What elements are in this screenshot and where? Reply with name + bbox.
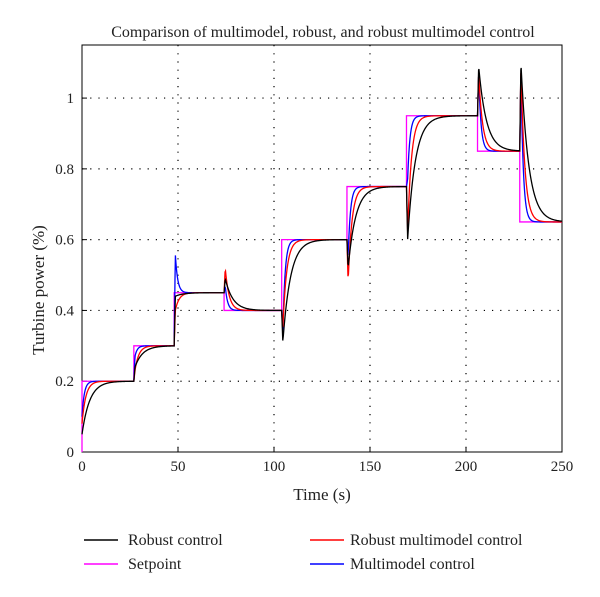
y-tick-label: 1 xyxy=(67,91,75,107)
legend-label-robust-control: Robust control xyxy=(128,532,223,549)
series-line-setpoint xyxy=(81,115,562,452)
y-tick-label: 0 xyxy=(67,445,75,461)
series-lines xyxy=(81,67,563,452)
legend-label-robust-multimodel-control: Robust multimodel control xyxy=(350,532,523,549)
y-axis-label: Turbine power (%) xyxy=(29,225,48,355)
x-axis-label: Time (s) xyxy=(293,485,350,504)
plot-area-frame xyxy=(81,44,563,453)
series-line-robust-multimodel-control xyxy=(81,73,562,424)
chart-title: Comparison of multimodel, robust, and ro… xyxy=(111,24,535,41)
y-tick-label: 0.4 xyxy=(55,303,74,319)
x-tick-label: 100 xyxy=(263,459,286,475)
x-tick-label: 250 xyxy=(551,459,574,475)
series-line-multimodel-control xyxy=(81,76,562,417)
legend: Robust control Setpoint Robust multimode… xyxy=(84,532,523,573)
series-line-robust-control xyxy=(81,67,563,435)
x-tick-label: 0 xyxy=(78,459,86,475)
x-axis: 0 50 100 150 200 250 xyxy=(78,447,573,475)
y-tick-label: 0.6 xyxy=(55,233,74,249)
x-tick-label: 50 xyxy=(171,459,186,475)
legend-label-setpoint: Setpoint xyxy=(128,556,182,573)
y-axis: 0 0.2 0.4 0.6 0.8 1 xyxy=(55,91,87,461)
grid xyxy=(82,45,562,452)
y-tick-label: 0.8 xyxy=(55,162,74,178)
y-tick-label: 0.2 xyxy=(55,374,74,390)
x-tick-label: 150 xyxy=(359,459,382,475)
x-tick-label: 200 xyxy=(455,459,478,475)
legend-label-multimodel-control: Multimodel control xyxy=(350,556,475,573)
